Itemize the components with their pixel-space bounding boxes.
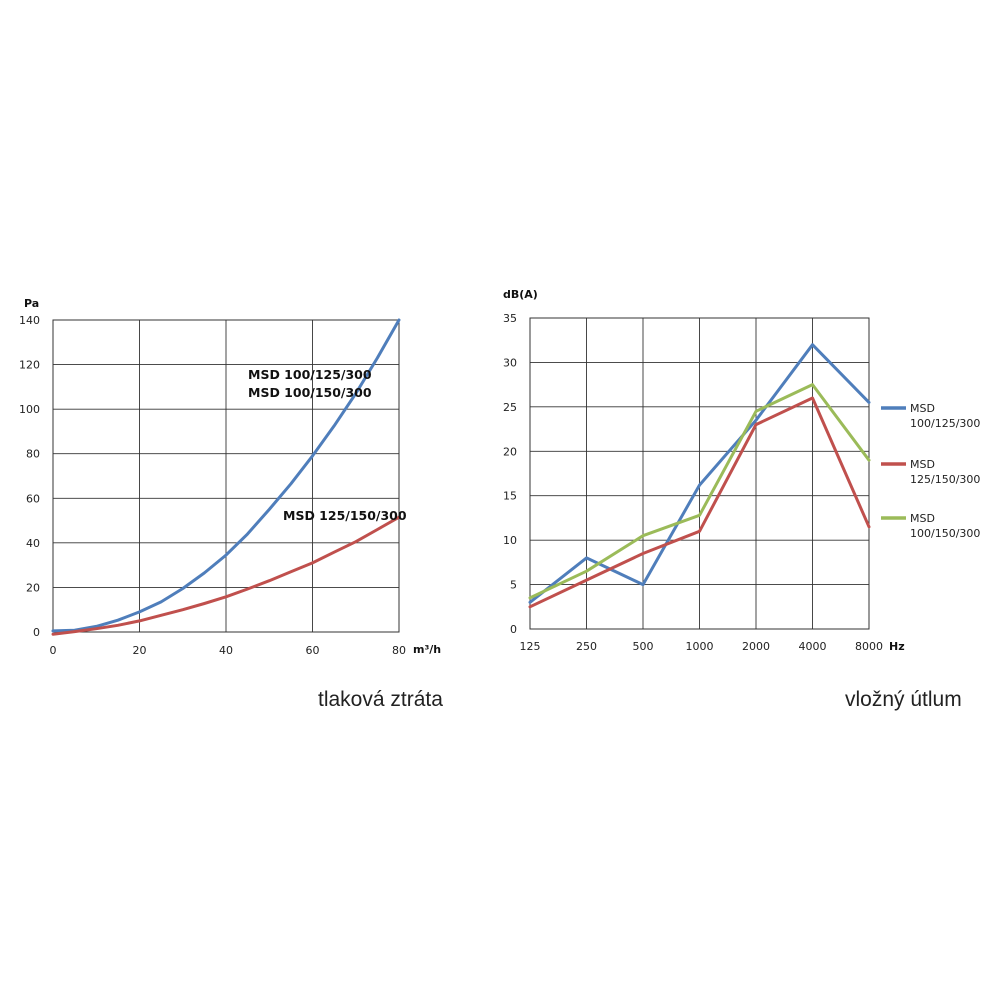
x-tick-label: 0 xyxy=(50,644,57,657)
y-axis-label: dB(A) xyxy=(503,288,538,301)
y-tick-label: 120 xyxy=(19,359,40,372)
y-tick-label: 20 xyxy=(26,581,40,594)
x-tick-label: 2000 xyxy=(742,640,770,653)
legend-label: MSD xyxy=(910,458,935,471)
series-line-1 xyxy=(51,318,401,633)
legend-label: 100/150/300 xyxy=(910,527,980,540)
plot-frame xyxy=(529,317,870,630)
x-tick-label: 125 xyxy=(520,640,541,653)
series-line-3 xyxy=(528,383,871,600)
y-tick-label: 40 xyxy=(26,537,40,550)
series-line-1 xyxy=(528,343,871,604)
legend-label: 125/150/300 xyxy=(910,473,980,486)
pressure-loss-chart: 0 20 40 60 80 0 20 40 60 80 100 120 140 Pa m³/h MSD 100… xyxy=(19,297,441,657)
caption-pressure-loss: tlaková ztráta xyxy=(318,688,443,711)
caption-insertion-loss: vložný útlum xyxy=(845,688,962,711)
y-tick-label: 35 xyxy=(503,312,517,325)
x-tick-label: 80 xyxy=(392,644,406,657)
series-line-2 xyxy=(528,396,871,609)
x-tick-label: 40 xyxy=(219,644,233,657)
x-tick-label: 250 xyxy=(576,640,597,653)
y-tick-label: 25 xyxy=(503,401,517,414)
x-tick-label: 20 xyxy=(133,644,147,657)
x-tick-label: 500 xyxy=(633,640,654,653)
y-tick-label: 100 xyxy=(19,403,40,416)
y-tick-label: 5 xyxy=(510,579,517,592)
series-annotation: MSD 100/125/300 xyxy=(248,367,372,382)
x-tick-label: 60 xyxy=(306,644,320,657)
y-tick-label: 20 xyxy=(503,445,517,458)
x-axis-label: Hz xyxy=(889,640,905,653)
x-tick-label: 1000 xyxy=(686,640,714,653)
y-tick-label: 15 xyxy=(503,490,517,503)
series-line-2 xyxy=(51,515,401,636)
y-tick-label: 10 xyxy=(503,534,517,547)
series-annotation: MSD 100/150/300 xyxy=(248,385,372,400)
legend-label: 100/125/300 xyxy=(910,417,980,430)
y-tick-label: 80 xyxy=(26,448,40,461)
y-tick-label: 30 xyxy=(503,356,517,369)
x-axis-label: m³/h xyxy=(413,643,441,656)
legend-label: MSD xyxy=(910,512,935,525)
x-tick-label: 8000 xyxy=(855,640,883,653)
legend-label: MSD xyxy=(910,402,935,415)
series-annotation: MSD 125/150/300 xyxy=(283,508,407,523)
y-axis-label: Pa xyxy=(24,297,39,310)
y-tick-label: 140 xyxy=(19,314,40,327)
y-tick-label: 0 xyxy=(510,623,517,636)
y-tick-label: 0 xyxy=(33,626,40,639)
plot-frame xyxy=(52,319,400,633)
insertion-loss-chart: 125 250 500 1000 2000 4000 8000 0 5 10 15 20 25 30 35 d… xyxy=(503,288,980,653)
x-tick-label: 4000 xyxy=(799,640,827,653)
y-tick-label: 60 xyxy=(26,492,40,505)
